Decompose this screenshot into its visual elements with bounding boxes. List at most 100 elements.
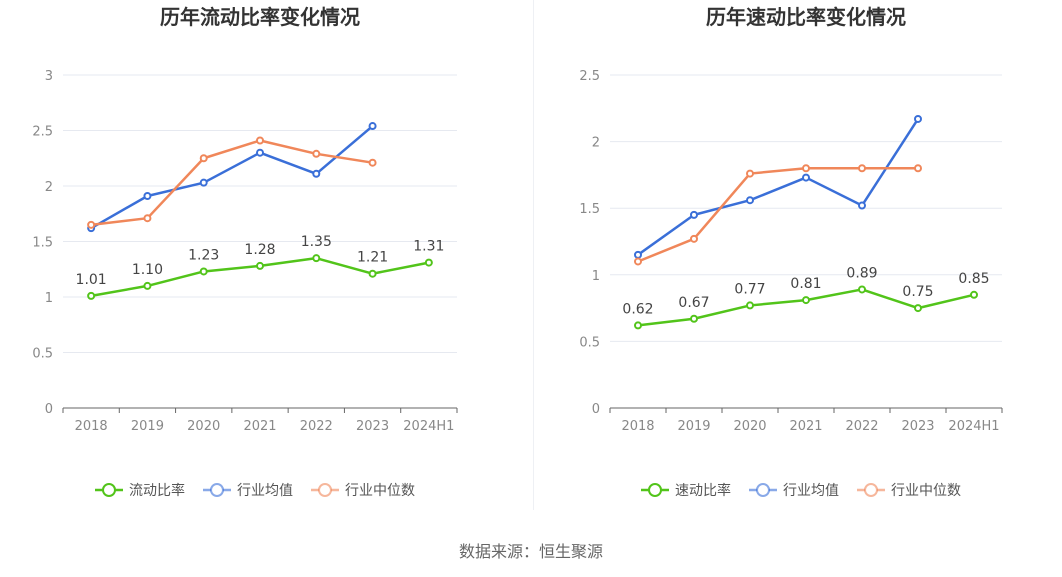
legend-marker: [648, 483, 662, 497]
x-tick-label: 2024H1: [403, 419, 454, 434]
data-point: [690, 234, 698, 243]
data-point: [634, 257, 642, 266]
data-point: [690, 210, 698, 219]
y-tick-label: 2: [592, 136, 600, 151]
legend-label: 行业中位数: [345, 483, 415, 499]
data-point: [802, 173, 810, 182]
data-point: [256, 136, 264, 145]
data-point: [690, 314, 698, 323]
series-line: [637, 118, 920, 256]
data-label: 1.28: [244, 242, 275, 258]
legend-item: 行业均值: [203, 483, 293, 499]
x-tick-label: 2020: [733, 419, 766, 434]
y-tick-label: 1.5: [579, 202, 600, 217]
data-point: [143, 281, 152, 290]
series-line: [637, 166, 918, 263]
x-tick-label: 2021: [789, 419, 822, 434]
y-tick-label: 0.5: [32, 347, 53, 362]
data-point: [914, 164, 922, 173]
data-point: [858, 285, 866, 294]
x-tick-label: 2020: [187, 419, 220, 434]
legend-label: 行业均值: [237, 483, 293, 499]
data-point: [199, 267, 208, 276]
data-point: [368, 269, 377, 278]
data-label: 0.89: [846, 265, 877, 281]
chart-title: 历年流动比率变化情况: [160, 5, 360, 29]
y-tick-label: 0: [592, 402, 600, 417]
data-point: [802, 296, 810, 305]
legend-marker: [318, 483, 332, 497]
data-label: 1.23: [188, 247, 219, 263]
data-point: [199, 178, 208, 187]
x-tick-label: 2021: [243, 419, 276, 434]
legend-label: 行业中位数: [891, 483, 961, 499]
x-tick-label: 2019: [131, 419, 164, 434]
data-point: [199, 154, 208, 163]
y-tick-label: 3: [45, 69, 53, 84]
data-point: [143, 191, 152, 200]
data-label: 0.67: [678, 295, 709, 311]
y-tick-label: 0: [45, 402, 53, 417]
data-point: [312, 254, 321, 263]
source-note: 数据来源：恒生聚源: [458, 542, 603, 561]
chart-panel-1: 历年流动比率变化情况 0 0.5 1 1.5 2 2.5 3 2018 2019 2020 2021 2…: [32, 5, 458, 499]
y-tick-label: 2.5: [579, 69, 600, 84]
y-tick-label: 1: [45, 291, 53, 306]
legend-item: 速动比率: [641, 482, 731, 499]
x-tick-label: 2018: [621, 419, 654, 434]
legend-label: 速动比率: [675, 482, 731, 499]
data-label: 0.77: [734, 281, 765, 297]
legend-label: 行业均值: [783, 483, 839, 499]
y-tick-label: 1.5: [32, 236, 53, 251]
data-point: [256, 261, 264, 270]
data-point: [746, 301, 754, 310]
legend-marker: [102, 483, 116, 497]
legend-item: 行业均值: [749, 483, 839, 499]
data-point: [424, 258, 433, 267]
x-tick-label: 2023: [356, 419, 389, 434]
data-label: 1.01: [76, 272, 107, 288]
data-point: [634, 321, 642, 330]
legend-marker: [756, 483, 770, 497]
y-tick-label: 2.5: [32, 125, 53, 140]
legend-item: 流动比率: [95, 482, 185, 499]
data-point: [256, 148, 264, 157]
data-label: 1.35: [301, 234, 332, 250]
y-tick-label: 2: [45, 180, 53, 195]
legend-item: 行业中位数: [857, 483, 961, 499]
y-tick-label: 0.5: [579, 335, 600, 350]
x-tick-label: 2023: [901, 419, 934, 434]
data-point: [312, 149, 321, 158]
chart-title: 历年速动比率变化情况: [706, 5, 906, 29]
x-tick-label: 2022: [845, 419, 878, 434]
data-point: [143, 214, 152, 223]
data-point: [746, 196, 754, 205]
data-label: 0.75: [902, 284, 933, 300]
data-point: [87, 291, 96, 300]
data-point: [914, 304, 922, 313]
data-label: 1.31: [413, 239, 444, 255]
x-tick-label: 2018: [75, 419, 108, 434]
x-tick-label: 2022: [300, 419, 333, 434]
legend-marker: [864, 483, 878, 497]
data-point: [914, 114, 922, 123]
data-point: [858, 201, 866, 210]
panel-divider: [533, 0, 534, 510]
data-point: [746, 169, 754, 178]
y-tick-label: 1: [592, 269, 600, 284]
series-line: [90, 139, 373, 227]
data-point: [368, 158, 377, 167]
series-line: [90, 125, 374, 230]
data-label: 0.81: [790, 276, 821, 292]
chart-panel-2: 历年速动比率变化情况 0 0.5 1 1.5 2 2.5 2018 2019 2020 2021 20…: [579, 5, 1003, 499]
data-point: [312, 169, 321, 178]
legend-label: 流动比率: [129, 482, 185, 499]
data-label: 0.62: [622, 301, 653, 317]
legend-item: 行业中位数: [311, 483, 415, 499]
data-point: [87, 220, 96, 229]
data-point: [634, 250, 642, 259]
data-label: 1.21: [357, 250, 388, 266]
data-label: 1.10: [132, 262, 163, 278]
